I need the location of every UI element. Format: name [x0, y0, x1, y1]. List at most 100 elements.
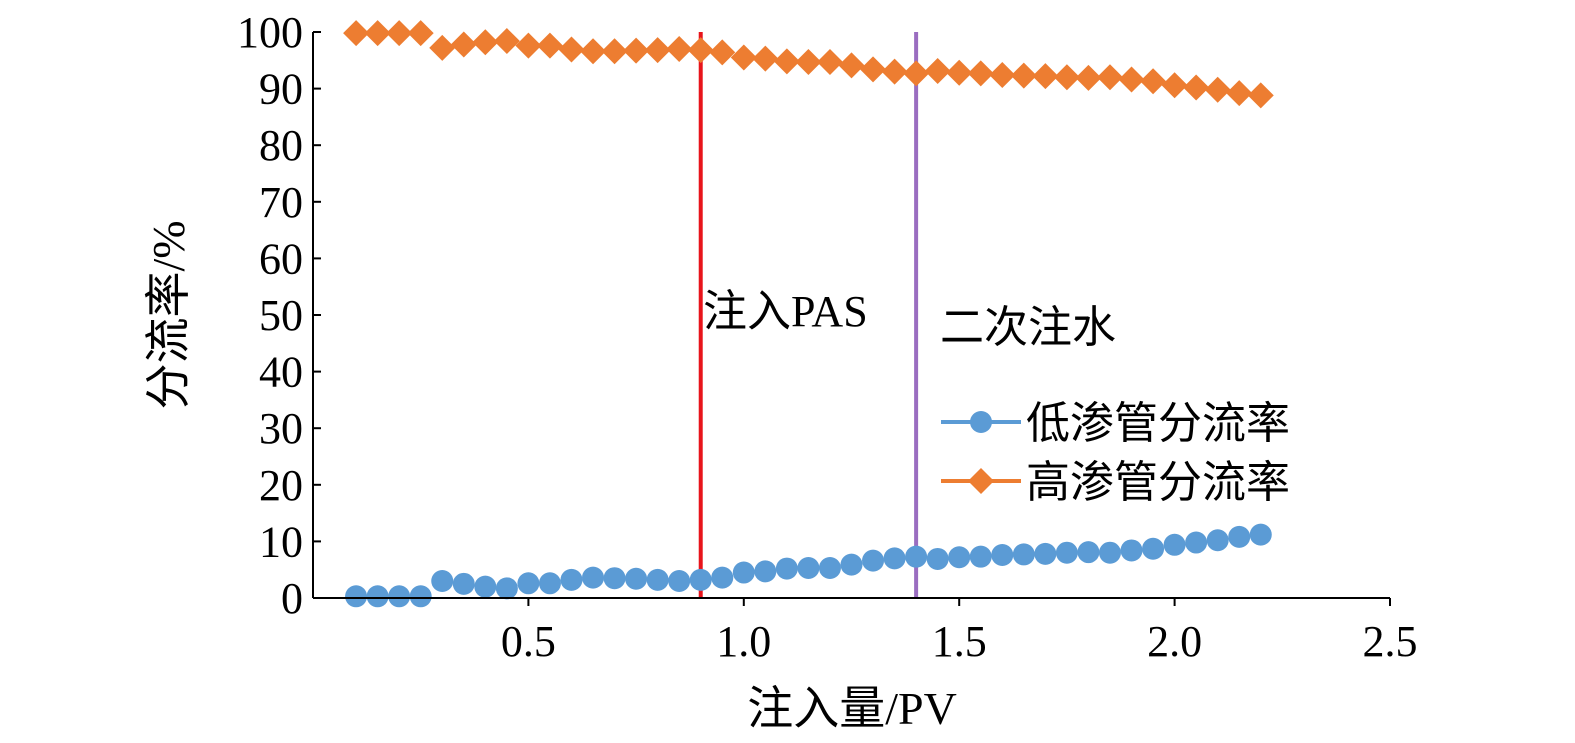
point-0-8 — [517, 572, 540, 595]
x-tick-label-2.0: 2.0 — [1147, 617, 1202, 666]
point-1-28 — [946, 59, 973, 86]
point-0-4 — [431, 570, 454, 593]
annotation-lines — [698, 32, 919, 598]
point-0-41 — [1228, 525, 1251, 548]
point-0-29 — [969, 545, 992, 568]
legend-marker-low-perm — [970, 411, 992, 433]
point-0-27 — [926, 547, 949, 570]
y-tick-label-40: 40 — [259, 348, 303, 397]
point-0-13 — [625, 567, 648, 590]
point-1-38 — [1161, 72, 1188, 99]
point-1-0 — [343, 20, 370, 47]
point-1-17 — [709, 39, 736, 66]
point-0-9 — [538, 572, 561, 595]
point-1-39 — [1183, 74, 1210, 101]
point-1-27 — [924, 58, 951, 85]
plot-area: 0 10 20 30 40 50 60 70 80 90 100 0.5 1.0 1.5 2.0 2.5 — [237, 8, 1418, 666]
point-0-19 — [754, 560, 777, 583]
point-1-21 — [795, 48, 822, 75]
point-1-22 — [816, 48, 843, 75]
point-1-40 — [1204, 76, 1231, 103]
y-tick-label-0: 0 — [281, 574, 303, 623]
point-0-21 — [797, 557, 820, 580]
point-0-15 — [668, 570, 691, 593]
y-tick-label-30: 30 — [259, 404, 303, 453]
point-0-11 — [582, 566, 605, 589]
point-1-32 — [1032, 63, 1059, 90]
point-0-32 — [1034, 542, 1057, 565]
point-1-18 — [730, 44, 757, 71]
legend-label-low-perm: 低渗管分流率 — [1026, 399, 1290, 448]
point-0-38 — [1163, 533, 1186, 556]
point-1-4 — [429, 34, 456, 61]
x-tick-label-2.5: 2.5 — [1363, 617, 1418, 666]
x-tick-label-1.5: 1.5 — [932, 617, 987, 666]
point-0-3 — [409, 585, 432, 608]
point-1-33 — [1053, 64, 1080, 91]
y-axis-title: 分流率/% — [143, 220, 194, 409]
series-0 — [345, 523, 1272, 608]
point-1-6 — [472, 29, 499, 56]
y-tick-label-20: 20 — [259, 461, 303, 510]
point-0-18 — [732, 561, 755, 584]
legend-item-low-perm: 低渗管分流率 — [941, 399, 1290, 448]
point-1-19 — [752, 45, 779, 72]
point-0-34 — [1077, 541, 1100, 564]
y-tick-label-90: 90 — [259, 65, 303, 114]
point-1-29 — [967, 60, 994, 87]
point-1-35 — [1096, 64, 1123, 91]
y-tick-label-60: 60 — [259, 234, 303, 283]
point-0-28 — [948, 546, 971, 569]
point-1-23 — [838, 52, 865, 79]
point-0-37 — [1142, 537, 1165, 560]
x-ticks: 0.5 1.0 1.5 2.0 2.5 — [501, 598, 1418, 666]
point-0-10 — [560, 568, 583, 591]
point-1-34 — [1075, 64, 1102, 91]
y-tick-label-70: 70 — [259, 178, 303, 227]
point-0-40 — [1206, 529, 1229, 552]
point-1-16 — [687, 37, 714, 64]
point-0-31 — [1012, 543, 1035, 566]
point-0-35 — [1098, 541, 1121, 564]
point-0-5 — [452, 572, 475, 595]
x-axis-title: 注入量/PV — [747, 683, 957, 734]
annotation-inject-pas: 注入PAS — [703, 287, 868, 336]
point-1-5 — [450, 31, 477, 58]
point-1-12 — [601, 38, 628, 65]
point-0-20 — [775, 557, 798, 580]
point-0-39 — [1185, 531, 1208, 554]
legend-label-high-perm: 高渗管分流率 — [1026, 458, 1290, 507]
point-1-36 — [1118, 66, 1145, 93]
point-0-0 — [345, 585, 368, 608]
y-ticks: 0 10 20 30 40 50 60 70 80 90 100 — [237, 8, 321, 623]
y-tick-label-80: 80 — [259, 121, 303, 170]
point-0-1 — [366, 585, 389, 608]
point-0-42 — [1249, 523, 1272, 546]
point-0-24 — [862, 549, 885, 572]
point-1-13 — [623, 37, 650, 64]
point-0-7 — [495, 577, 518, 600]
point-0-23 — [840, 553, 863, 576]
point-1-10 — [558, 36, 585, 63]
legend-item-high-perm: 高渗管分流率 — [941, 458, 1290, 507]
point-0-25 — [883, 547, 906, 570]
point-1-8 — [515, 32, 542, 59]
y-tick-label-10: 10 — [259, 517, 303, 566]
x-tick-label-1.0: 1.0 — [716, 617, 771, 666]
point-0-26 — [905, 545, 928, 568]
point-1-31 — [1010, 62, 1037, 89]
point-0-2 — [388, 585, 411, 608]
point-1-24 — [860, 56, 887, 83]
point-1-26 — [903, 60, 930, 87]
series-1 — [343, 20, 1274, 109]
y-tick-label-100: 100 — [237, 8, 303, 57]
point-1-14 — [644, 37, 671, 64]
point-1-7 — [493, 28, 520, 55]
series-layer — [343, 20, 1274, 608]
point-1-37 — [1140, 68, 1167, 95]
point-0-12 — [603, 567, 626, 590]
point-1-30 — [989, 62, 1016, 89]
point-1-25 — [881, 58, 908, 85]
point-0-30 — [991, 543, 1014, 566]
